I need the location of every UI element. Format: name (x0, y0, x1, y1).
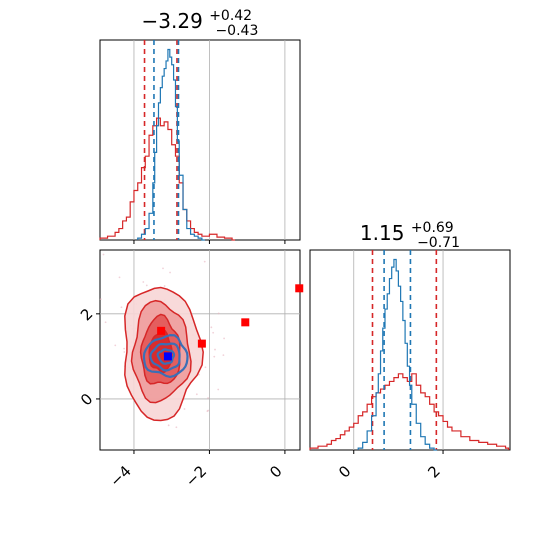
panel-bottom-right-title-sub: −0.71 (417, 235, 460, 251)
scatter-point (123, 351, 126, 353)
x-tick-label-2: 0 (266, 462, 285, 481)
scatter-point (102, 253, 105, 256)
panel-bottom-right-histograms (309, 250, 510, 451)
marker-square-1 (197, 339, 206, 348)
hist-series-0 (309, 373, 510, 450)
panel-top-left-title-sup: +0.42 (209, 8, 252, 24)
marker-square-3 (295, 284, 304, 293)
marker-square-2 (241, 318, 250, 327)
hist-series-1 (137, 48, 205, 241)
scatter-point (142, 281, 145, 283)
contour-blue-level-1 (149, 342, 181, 372)
scatter-point (104, 321, 107, 324)
scatter-point (212, 331, 215, 334)
scatter-point (120, 306, 123, 309)
scatter-point (203, 260, 206, 263)
panel-bottom-right-title-sup: +0.69 (411, 220, 454, 236)
panel-bottom-right-title: 1.15 +0.69 −0.71 (360, 213, 460, 251)
scatter-point (207, 409, 210, 412)
scatter-point (163, 285, 166, 287)
scatter-point (213, 355, 216, 358)
scatter-point (123, 347, 125, 350)
scatter-point (175, 426, 178, 429)
scatter-point (204, 366, 207, 369)
panel-top-left-frame (99, 39, 301, 241)
x-tick-label-1: 2 (424, 462, 443, 481)
y-tick-label-1: 2 (77, 305, 96, 324)
scatter-point (207, 397, 209, 399)
panel-bottom-right-title-value: 1.15 (360, 221, 405, 245)
scatter-point (222, 354, 225, 357)
scatter-point (217, 312, 220, 315)
scatter-point (183, 408, 186, 410)
scatter-point (169, 271, 171, 274)
panel-bottom-left: −4 −2 0 0 2 (77, 249, 304, 490)
marker-square-4 (163, 352, 172, 361)
scatter-point (162, 267, 164, 270)
scatter-point (195, 393, 198, 396)
scatter-point (223, 337, 226, 340)
marker-square-0 (157, 326, 166, 335)
panel-top-left: −3.29 +0.42 −0.43 (99, 1, 301, 244)
scatter-point (145, 284, 148, 287)
hist-series-1 (357, 258, 438, 451)
y-tick-label-0: 0 (77, 390, 96, 409)
panel-top-left-title: −3.29 +0.42 −0.43 (142, 1, 259, 39)
scatter-point (114, 344, 117, 347)
scatter-point (118, 276, 121, 279)
contour-blue-level-2 (156, 348, 176, 365)
scatter-point (210, 326, 213, 329)
x-tick-label-0: 0 (335, 462, 354, 481)
scatter-point (99, 298, 102, 301)
hist-series-0 (99, 117, 236, 241)
panel-top-left-grid (133, 40, 286, 240)
x-tick-label-1: −2 (182, 462, 210, 490)
scatter-point (214, 348, 216, 351)
panel-top-left-title-value: −3.29 (142, 9, 203, 33)
scatter-point (217, 388, 220, 391)
panel-bottom-left-contours (99, 253, 304, 429)
panel-top-left-title-sub: −0.43 (215, 23, 258, 39)
panel-top-left-histograms (99, 40, 236, 241)
panel-top-left-ticks (133, 240, 286, 244)
scatter-point (167, 424, 170, 427)
x-tick-label-0: −4 (106, 462, 134, 490)
contour-blue-level-0 (142, 333, 189, 379)
